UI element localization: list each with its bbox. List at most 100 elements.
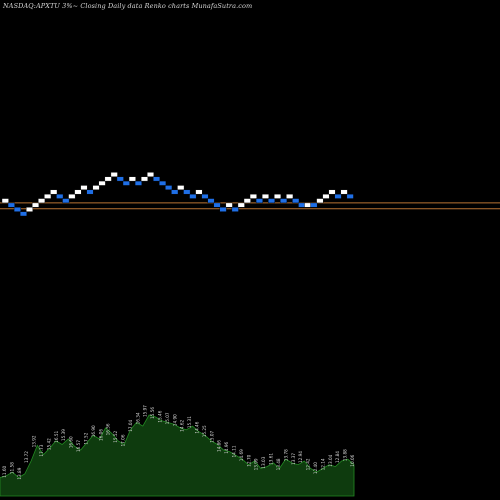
volume-label: 11.58: [9, 462, 14, 474]
renko-bricks: [1, 172, 354, 217]
volume-label: 12.84: [335, 451, 340, 463]
renko-brick-down: [159, 180, 167, 186]
renko-brick-down: [122, 180, 130, 186]
volume-label: 16.60: [69, 436, 74, 448]
renko-brick-up: [104, 176, 112, 182]
renko-brick-up: [32, 202, 40, 208]
renko-brick-up: [92, 185, 100, 191]
renko-brick-down: [153, 176, 161, 182]
volume-label: 15.42: [46, 438, 51, 450]
renko-brick-down: [134, 180, 142, 186]
renko-brick-down: [346, 193, 354, 199]
volume-label: 14.11: [232, 445, 237, 457]
renko-brick-up: [261, 193, 269, 199]
renko-brick-down: [183, 189, 191, 195]
volume-area-path: [0, 414, 355, 497]
volume-label: 15.31: [187, 416, 192, 428]
renko-brick-up: [146, 172, 154, 177]
volume-label: 12.40: [313, 462, 318, 474]
renko-brick-up: [140, 176, 148, 182]
renko-brick-up: [243, 198, 251, 204]
volume-label: 13.99: [254, 458, 259, 470]
volume-label: 14.62: [180, 419, 185, 431]
renko-brick-up: [110, 172, 118, 177]
volume-label: 13.72: [24, 451, 29, 463]
renko-brick-down: [280, 198, 288, 204]
volume-label: 13.03: [261, 456, 266, 468]
reference-lines: [0, 202, 500, 210]
renko-brick-down: [13, 207, 21, 212]
renko-brick-down: [219, 207, 227, 212]
renko-brick-down: [171, 189, 179, 195]
renko-brick-down: [207, 198, 215, 204]
volume-label: 15.39: [61, 429, 66, 441]
renko-brick-down: [310, 202, 318, 208]
volume-label: 14.96: [224, 441, 229, 453]
renko-brick-up: [26, 207, 34, 212]
renko-brick-up: [316, 198, 324, 204]
volume-label: 13.89: [17, 467, 22, 479]
volume-label: 15.56: [150, 407, 155, 419]
renko-brick-down: [189, 193, 197, 199]
volume-label: 15.46: [158, 410, 163, 422]
renko-brick-up: [286, 193, 294, 199]
volume-label: 15.07: [209, 430, 214, 442]
renko-brick-down: [19, 211, 27, 217]
renko-brick-down: [7, 202, 15, 208]
volume-label: 16.34: [135, 412, 140, 424]
volume-label: 15.97: [143, 405, 148, 417]
volume-label: 12.14: [320, 458, 325, 470]
renko-brick-up: [237, 202, 245, 208]
volume-label: 13.78: [283, 449, 288, 461]
renko-brick-up: [304, 202, 312, 208]
volume-label: 12.94: [298, 451, 303, 463]
volume-label: 17.73: [39, 444, 44, 456]
volume-label: 12.42: [306, 458, 311, 470]
renko-brick-up: [225, 202, 233, 208]
renko-brick-down: [116, 176, 124, 182]
renko-brick-down: [231, 207, 239, 212]
volume-label: 17.52: [83, 432, 88, 444]
renko-brick-up: [249, 193, 257, 199]
renko-brick-down: [56, 193, 64, 199]
volume-label: 16.57: [76, 440, 81, 452]
renko-brick-up: [274, 193, 282, 199]
renko-brick-down: [62, 198, 70, 204]
renko-brick-up: [195, 189, 203, 195]
renko-brick-up: [80, 185, 88, 191]
renko-brick-down: [201, 193, 209, 199]
volume-label: 14.90: [172, 414, 177, 426]
renko-brick-down: [165, 185, 173, 191]
volume-label: 13.92: [32, 435, 37, 447]
volume-label: 13.61: [269, 453, 274, 465]
volume-label: 13.88: [343, 449, 348, 461]
renko-brick-up: [68, 193, 76, 199]
renko-brick-up: [50, 189, 58, 195]
renko-brick-up: [322, 193, 330, 199]
volume-label: 17.04: [128, 419, 133, 431]
volume-area: [0, 414, 355, 497]
volume-label: 17.06: [121, 434, 126, 446]
volume-label: 11.60: [2, 465, 7, 477]
renko-brick-down: [298, 202, 306, 208]
renko-brick-down: [255, 198, 263, 204]
renko-brick-down: [334, 193, 342, 199]
volume-label: 15.52: [113, 430, 118, 442]
renko-brick-up: [98, 180, 106, 186]
renko-brick-down: [268, 198, 276, 204]
volume-label: 16.51: [54, 430, 59, 442]
volume-label: 13.48: [276, 458, 281, 470]
volume-label: 15.07: [165, 412, 170, 424]
renko-brick-down: [292, 198, 300, 204]
volume-label: 14.46: [195, 421, 200, 433]
renko-brick-up: [177, 185, 185, 191]
renko-brick-up: [38, 198, 46, 204]
chart-header: NASDAQ:APXTU 3%~ Closing Daily data Renk…: [3, 2, 253, 10]
renko-brick-up: [340, 189, 348, 195]
volume-label: 16.06: [98, 429, 103, 441]
volume-label: 14.86: [217, 440, 222, 452]
volume-label: 13.37: [291, 453, 296, 465]
volume-label: 16.56: [106, 423, 111, 435]
